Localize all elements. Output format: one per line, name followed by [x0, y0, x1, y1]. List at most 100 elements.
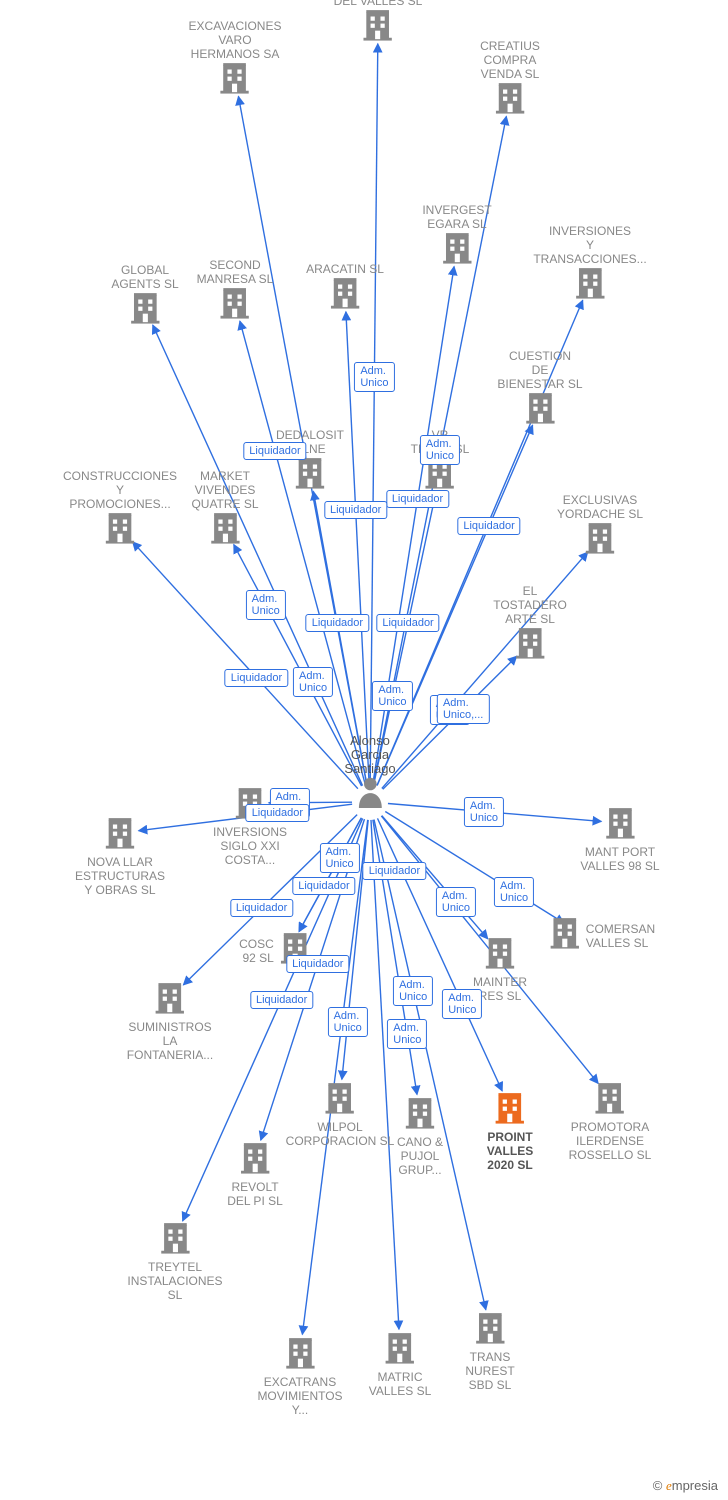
company-node[interactable]: MATRIC VALLES SL	[369, 1331, 431, 1398]
company-label[interactable]: CUESTION DE BIENESTAR SL	[497, 349, 582, 391]
edge-label: Adm. Unico	[328, 1007, 368, 1037]
company-node[interactable]: EL TOSTADERO ARTE SL	[493, 584, 567, 665]
company-label[interactable]: MATRIC VALLES SL	[369, 1370, 431, 1398]
edge-line	[234, 545, 362, 787]
network-diagram: Alonso Garcia Santiago ARTECO DEL VALLES…	[0, 0, 728, 1500]
company-node[interactable]: CONSTRUCCIONES Y PROMOCIONES...	[63, 469, 177, 550]
company-label[interactable]: SECOND MANRESA SL	[197, 258, 274, 286]
company-node[interactable]: DEDALOSIT SLNE	[276, 428, 344, 495]
company-node[interactable]: CANO & PUJOL GRUP...	[397, 1096, 443, 1177]
company-node[interactable]: MARKET VIVENDES QUATRE SL	[191, 469, 258, 550]
edge-label: Liquidador	[324, 501, 387, 519]
company-label[interactable]: ARTECO DEL VALLES SL	[334, 0, 423, 8]
company-node[interactable]: WILPOL CORPORACION SL	[286, 1081, 395, 1148]
company-label[interactable]: TREYTEL INSTALACIONES SL	[127, 1260, 222, 1302]
company-label[interactable]: PROINT VALLES 2020 SL	[487, 1130, 533, 1172]
company-node[interactable]: INVERSIONES Y TRANSACCIONES...	[533, 224, 646, 305]
building-icon	[283, 1336, 317, 1375]
company-label[interactable]: SUMINISTROS LA FONTANERIA...	[127, 1020, 213, 1062]
company-label[interactable]: MARKET VIVENDES QUATRE SL	[191, 469, 258, 511]
building-icon	[328, 276, 362, 315]
company-label[interactable]: REVOLT DEL PI SL	[227, 1180, 283, 1208]
edge-label: Liquidador	[386, 490, 449, 508]
company-node[interactable]: INVERGEST EGARA SL	[422, 203, 491, 270]
building-icon	[158, 1221, 192, 1260]
edge-label: Adm. Unico	[387, 1019, 427, 1049]
copyright-symbol: ©	[653, 1478, 663, 1493]
company-label[interactable]: EXCATRANS MOVIMIENTOS Y...	[257, 1375, 342, 1417]
company-node[interactable]: CUESTION DE BIENESTAR SL	[497, 349, 582, 430]
building-icon	[153, 981, 187, 1020]
company-node[interactable]: COMERSAN VALLES SL	[548, 916, 655, 955]
building-icon	[103, 816, 137, 855]
company-label[interactable]: PROMOTORA ILERDENSE ROSSELLO SL	[569, 1120, 652, 1162]
company-node[interactable]: PROMOTORA ILERDENSE ROSSELLO SL	[569, 1081, 652, 1162]
edge-label: Adm. Unico	[420, 435, 460, 465]
edge-label: Liquidador	[250, 991, 313, 1009]
edge-label: Liquidador	[457, 517, 520, 535]
building-icon	[383, 1331, 417, 1370]
building-icon	[361, 8, 395, 47]
company-label[interactable]: INVERSIONES Y TRANSACCIONES...	[533, 224, 646, 266]
edge-label: Liquidador	[246, 804, 309, 822]
company-label[interactable]: INVERGEST EGARA SL	[422, 203, 491, 231]
edge-label: Liquidador	[306, 614, 369, 632]
edge-line	[153, 325, 363, 786]
building-icon	[218, 286, 252, 325]
edge-label: Adm. Unico	[319, 843, 359, 873]
edge-line	[371, 820, 399, 1329]
company-node[interactable]: TRANS NUREST SBD SL	[465, 1311, 514, 1392]
company-label[interactable]: TRANS NUREST SBD SL	[465, 1350, 514, 1392]
edge-label: Adm. Unico	[393, 976, 433, 1006]
company-label[interactable]: COMERSAN VALLES SL	[586, 922, 655, 950]
company-node[interactable]: EXCLUSIVAS YORDACHE SL	[557, 493, 643, 560]
center-node[interactable]: Alonso Garcia Santiago	[344, 734, 395, 813]
company-label[interactable]: NOVA LLAR ESTRUCTURAS Y OBRAS SL	[75, 855, 165, 897]
edge-line	[302, 820, 367, 1335]
building-icon	[440, 231, 474, 270]
company-label[interactable]: EXCAVACIONES VARO HERMANOS SA	[189, 19, 282, 61]
company-label[interactable]: EXCLUSIVAS YORDACHE SL	[557, 493, 643, 521]
company-label[interactable]: EL TOSTADERO ARTE SL	[493, 584, 567, 626]
edge-line	[373, 820, 417, 1095]
brand-rest: mpresia	[672, 1478, 718, 1493]
company-label[interactable]: GLOBAL AGENTS SL	[111, 263, 178, 291]
edge-label: Liquidador	[230, 899, 293, 917]
company-label[interactable]: INVERSIONS SIGLO XXI COSTA...	[213, 825, 287, 867]
company-label[interactable]: CONSTRUCCIONES Y PROMOCIONES...	[63, 469, 177, 511]
company-node[interactable]: SUMINISTROS LA FONTANERIA...	[127, 981, 213, 1062]
edge-label: Adm. Unico	[436, 887, 476, 917]
building-icon	[548, 916, 582, 955]
edge-line	[133, 542, 358, 789]
company-label[interactable]: CREATIUS COMPRA VENDA SL	[480, 39, 540, 81]
edge-label: Adm. Unico	[293, 667, 333, 697]
edge-label: Adm. Unico	[246, 590, 286, 620]
company-node[interactable]: EXCATRANS MOVIMIENTOS Y...	[257, 1336, 342, 1417]
person-label[interactable]: Alonso Garcia Santiago	[344, 734, 395, 776]
edge-label: Adm. Unico	[464, 797, 504, 827]
company-node[interactable]: MANT PORT VALLES 98 SL	[580, 806, 659, 873]
building-icon	[293, 456, 327, 495]
building-icon	[593, 1081, 627, 1120]
credit: © empresia	[653, 1478, 718, 1494]
company-node[interactable]: CREATIUS COMPRA VENDA SL	[480, 39, 540, 120]
edge-label: Adm. Unico	[494, 877, 534, 907]
company-node[interactable]: SECOND MANRESA SL	[197, 258, 274, 325]
company-node[interactable]: REVOLT DEL PI SL	[227, 1141, 283, 1208]
company-label[interactable]: CANO & PUJOL GRUP...	[397, 1135, 443, 1177]
company-node[interactable]: EXCAVACIONES VARO HERMANOS SA	[189, 19, 282, 100]
company-node[interactable]: ARACATIN SL	[306, 262, 384, 315]
company-label[interactable]: MANT PORT VALLES 98 SL	[580, 845, 659, 873]
edge-label: Liquidador	[243, 442, 306, 460]
company-label[interactable]: WILPOL CORPORACION SL	[286, 1120, 395, 1148]
company-node[interactable]: NOVA LLAR ESTRUCTURAS Y OBRAS SL	[75, 816, 165, 897]
edge-label: Adm. Unico	[442, 989, 482, 1019]
company-node[interactable]: GLOBAL AGENTS SL	[111, 263, 178, 330]
edge-line	[299, 818, 361, 932]
company-node[interactable]: ARTECO DEL VALLES SL	[334, 0, 423, 47]
company-node[interactable]: TREYTEL INSTALACIONES SL	[127, 1221, 222, 1302]
company-label[interactable]: ARACATIN SL	[306, 262, 384, 276]
building-icon	[513, 626, 547, 665]
company-node[interactable]: PROINT VALLES 2020 SL	[487, 1091, 533, 1172]
company-label[interactable]: COSC 92 SL	[239, 937, 274, 965]
